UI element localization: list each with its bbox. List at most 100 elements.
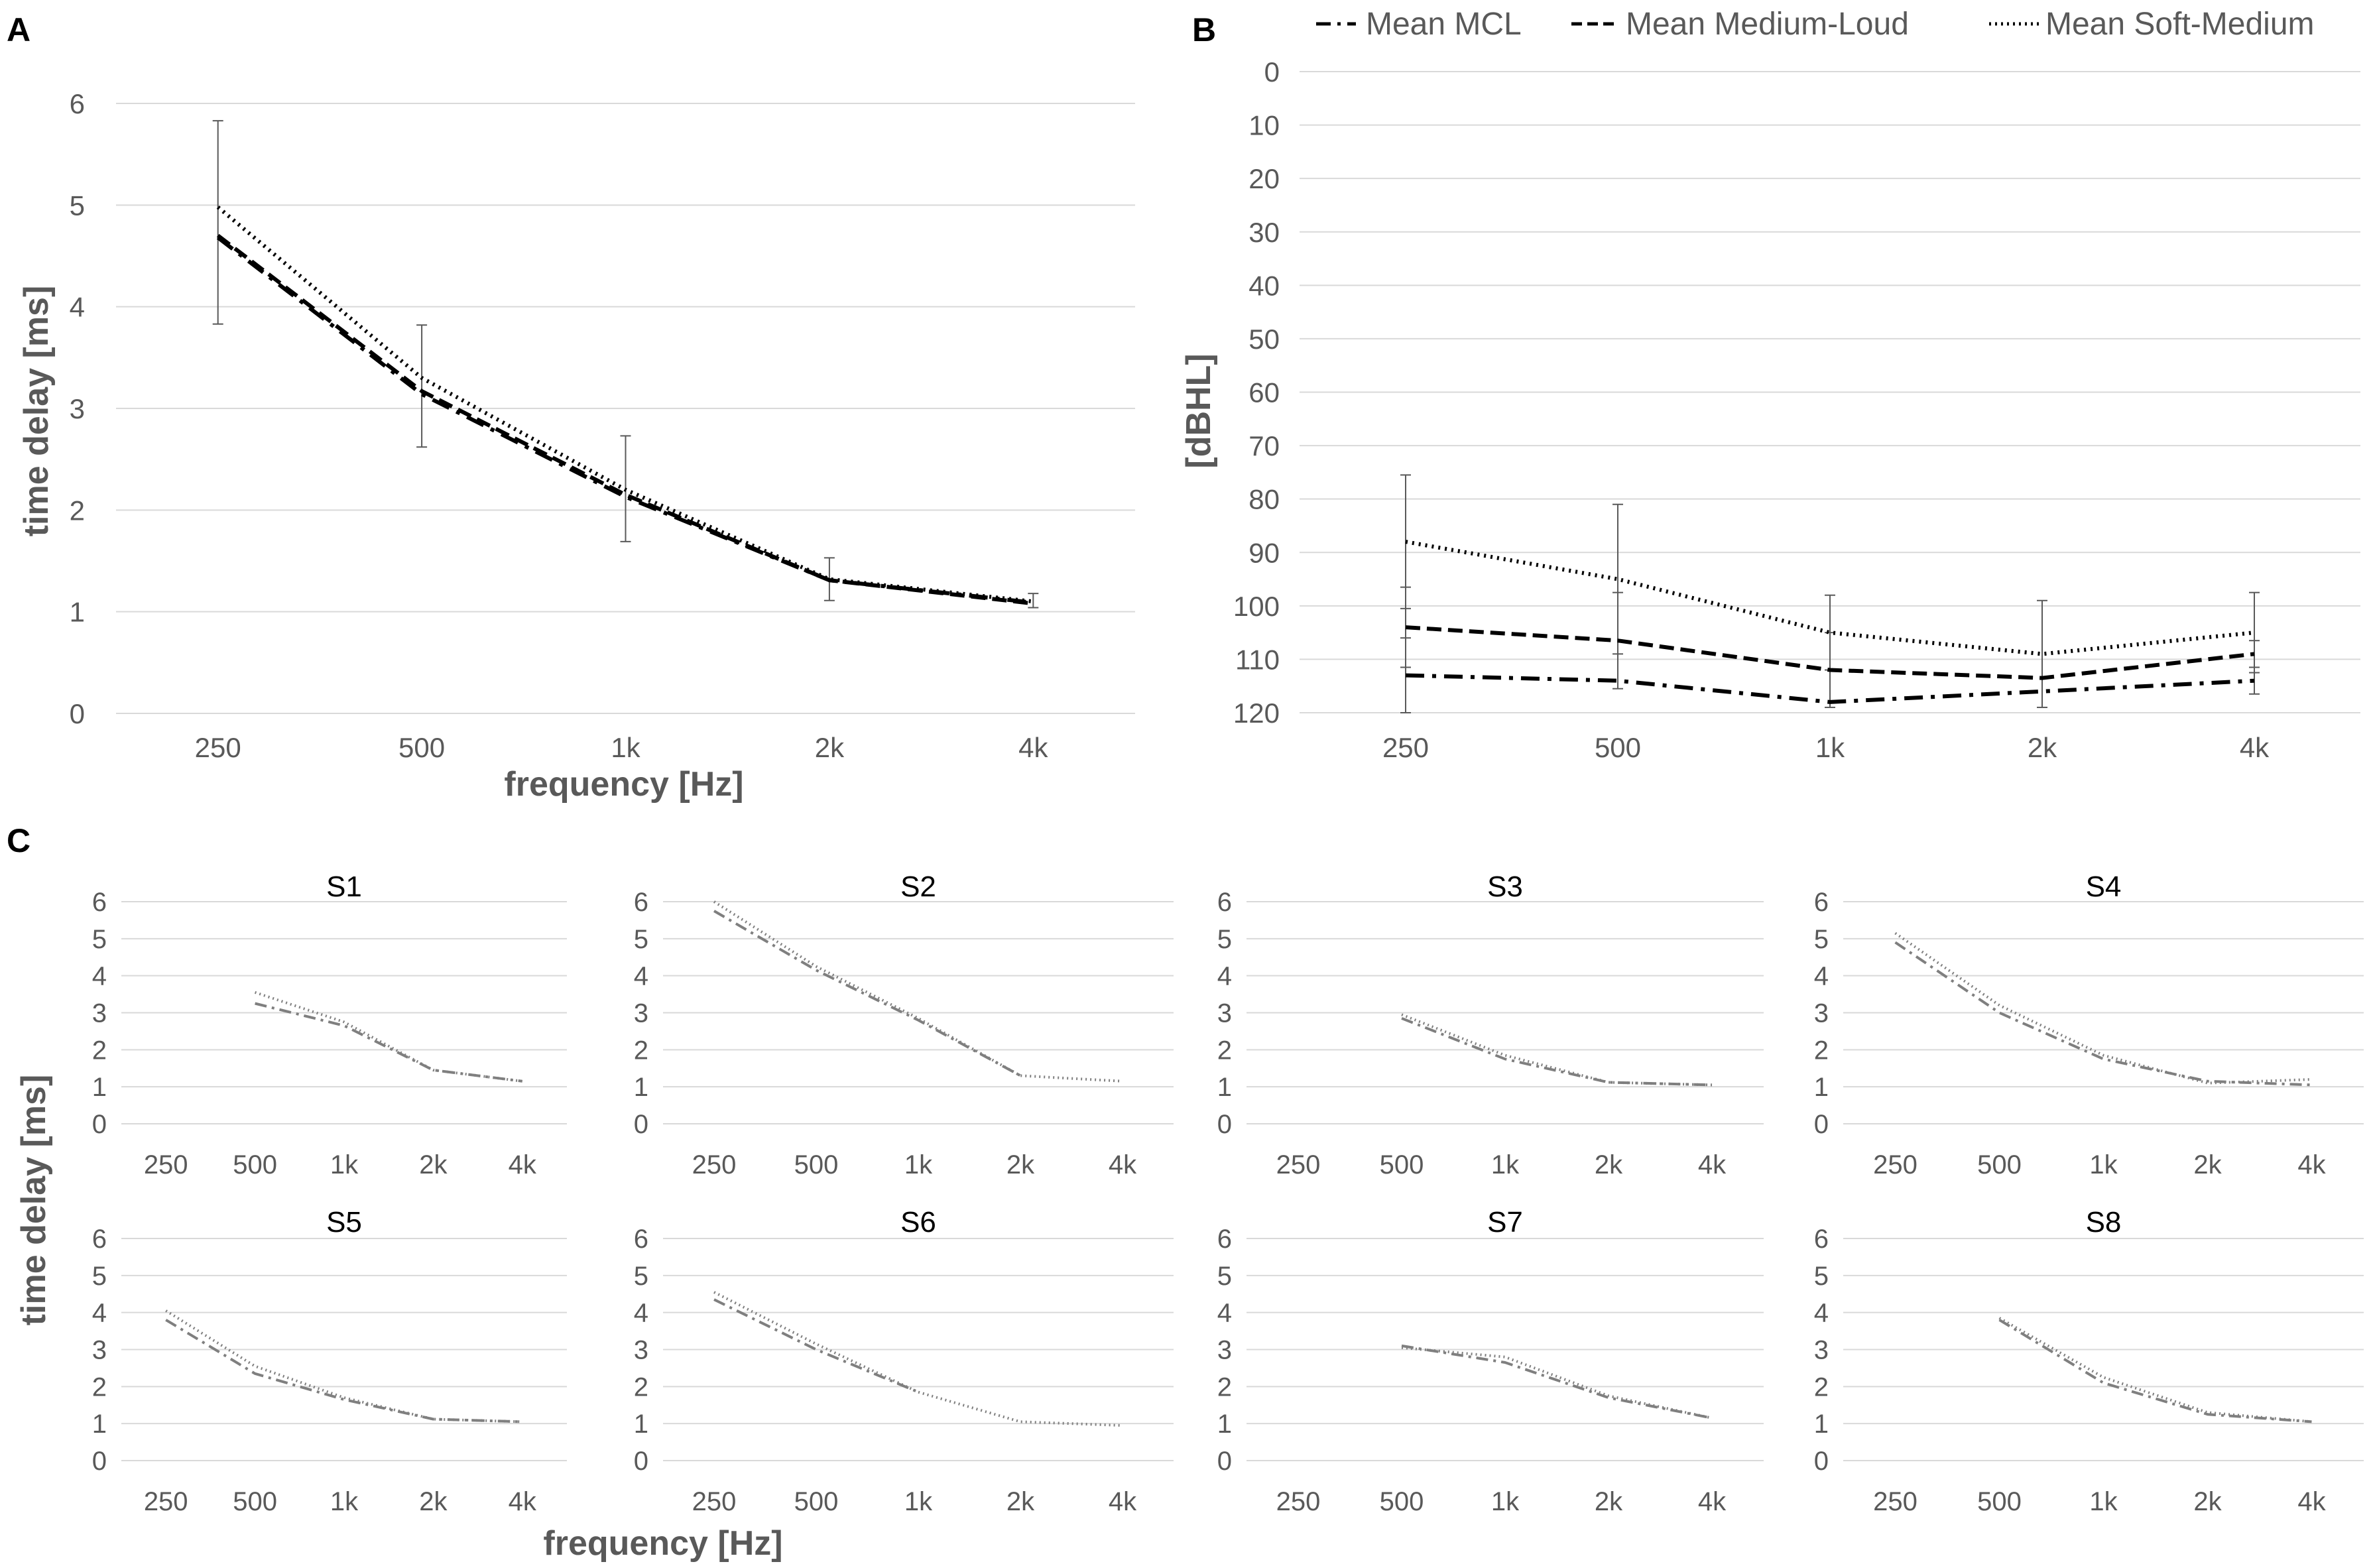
subplot-ytick-3: 3 xyxy=(634,1336,648,1365)
subplot-ytick-6: 6 xyxy=(1217,888,1232,917)
subplot-ytick-1: 1 xyxy=(92,1073,107,1102)
panel-c-xlabel: frequency [Hz] xyxy=(543,1524,782,1563)
panel-b-xtick-2k: 2k xyxy=(2028,732,2057,763)
subplot-xtick-500: 500 xyxy=(1977,1487,2022,1516)
subplot-s2: 0 1 2 3 4 5 6 250 500 1k 2k 4k S2 xyxy=(634,871,1174,1179)
subplot-xtick-2k: 2k xyxy=(1595,1487,1623,1516)
subplot-ytick-3: 3 xyxy=(92,1336,107,1365)
subplot-series-soft-medium xyxy=(1998,1317,2312,1423)
subplot-ytick-0: 0 xyxy=(92,1110,107,1139)
panel-b-legend: Mean MCL Mean Medium-Loud Mean Soft-Medi… xyxy=(1316,7,2315,42)
subplot-ytick-0: 0 xyxy=(1217,1447,1232,1476)
panel-b-ytick-30: 30 xyxy=(1248,217,1280,248)
subplot-xtick-500: 500 xyxy=(794,1150,839,1179)
legend-soft-medium-label: Mean Soft-Medium xyxy=(2045,7,2315,42)
subplot-ytick-5: 5 xyxy=(92,925,107,954)
subplot-xtick-1k: 1k xyxy=(1491,1150,1520,1179)
subplot-xtick-4k: 4k xyxy=(509,1487,537,1516)
subplot-s4: 0 1 2 3 4 5 6 250 500 1k 2k 4k S4 xyxy=(1814,871,2364,1179)
subplot-xtick-1k: 1k xyxy=(330,1487,359,1516)
panel-a-ytick-5: 5 xyxy=(70,190,85,221)
subplot-title: S1 xyxy=(326,871,362,903)
subplot-xtick-2k: 2k xyxy=(1006,1150,1035,1179)
subplot-ytick-2: 2 xyxy=(92,1372,107,1402)
panel-b-ytick-80: 80 xyxy=(1248,484,1280,515)
subplot-title: S4 xyxy=(2086,871,2122,903)
panel-a-xtick-250: 250 xyxy=(195,732,241,763)
subplot-s7: 0 1 2 3 4 5 6 250 500 1k 2k 4k S7 xyxy=(1217,1206,1764,1516)
subplot-xtick-4k: 4k xyxy=(2297,1150,2326,1179)
panel-b-xtick-4k: 4k xyxy=(2240,732,2270,763)
subplot-xtick-500: 500 xyxy=(1380,1150,1424,1179)
subplot-s6: 0 1 2 3 4 5 6 250 500 1k 2k 4k S6 xyxy=(634,1206,1174,1516)
subplot-ytick-3: 3 xyxy=(1217,999,1232,1028)
subplot-s5: 0 1 2 3 4 5 6 250 500 1k 2k 4k S5 xyxy=(92,1206,567,1516)
subplot-xtick-4k: 4k xyxy=(1698,1150,1727,1179)
subplot-xtick-250: 250 xyxy=(144,1487,188,1516)
subplot-series-soft-medium xyxy=(713,900,1123,1083)
subplot-xtick-250: 250 xyxy=(692,1487,737,1516)
subplot-ytick-3: 3 xyxy=(1217,1336,1232,1365)
subplot-title: S3 xyxy=(1487,871,1523,903)
subplot-series-mcl xyxy=(1401,1344,1713,1419)
subplot-ytick-2: 2 xyxy=(634,1372,648,1402)
subplot-series-mcl xyxy=(165,1319,522,1423)
subplot-series-soft-medium xyxy=(254,991,523,1083)
panel-b-ytick-110: 110 xyxy=(1235,644,1280,675)
subplot-ytick-0: 0 xyxy=(1217,1110,1232,1139)
panel-a-xtick-4k: 4k xyxy=(1018,732,1048,763)
subplot-title: S7 xyxy=(1487,1206,1523,1238)
subplot-ytick-1: 1 xyxy=(1814,1073,1829,1102)
panel-b-ylabel: [dBHL] xyxy=(1180,353,1218,468)
panel-b-xtick-500: 500 xyxy=(1595,732,1641,763)
legend-medium-loud-label: Mean Medium-Loud xyxy=(1626,7,1909,42)
subplot-title: S5 xyxy=(326,1206,362,1238)
panel-a-ytick-0: 0 xyxy=(70,698,85,729)
subplot-title: S8 xyxy=(2086,1206,2122,1238)
subplot-s8: 0 1 2 3 4 5 6 250 500 1k 2k 4k S8 xyxy=(1814,1206,2364,1516)
subplot-ytick-3: 3 xyxy=(1814,1336,1829,1365)
subplot-xtick-2k: 2k xyxy=(419,1487,448,1516)
subplot-xtick-2k: 2k xyxy=(2193,1150,2222,1179)
subplot-ytick-6: 6 xyxy=(1814,1225,1829,1254)
subplot-ytick-0: 0 xyxy=(1814,1447,1829,1476)
subplot-ytick-2: 2 xyxy=(634,1036,648,1065)
subplot-xtick-1k: 1k xyxy=(1491,1487,1520,1516)
subplot-xtick-500: 500 xyxy=(1380,1487,1424,1516)
panel-b-ytick-70: 70 xyxy=(1248,430,1280,461)
subplot-ytick-4: 4 xyxy=(1217,962,1232,991)
panel-b-ytick-10: 10 xyxy=(1248,110,1280,141)
subplot-ytick-4: 4 xyxy=(92,1299,107,1328)
subplot-xtick-1k: 1k xyxy=(330,1150,359,1179)
subplot-ytick-5: 5 xyxy=(634,1262,648,1291)
subplot-series-soft-medium xyxy=(1401,1346,1713,1419)
subplot-ytick-6: 6 xyxy=(92,888,107,917)
subplot-series-mcl xyxy=(713,1298,919,1394)
panel-a-series-dashdot xyxy=(216,236,1034,605)
subplot-series-soft-medium xyxy=(1894,932,2312,1085)
panel-a-xtick-1k: 1k xyxy=(611,732,640,763)
panel-c-letter: C xyxy=(7,822,30,859)
panel-a-xlabel: frequency [Hz] xyxy=(504,765,743,804)
subplot-ytick-4: 4 xyxy=(634,962,648,991)
subplot-xtick-4k: 4k xyxy=(1698,1487,1727,1516)
panel-a-ytick-1: 1 xyxy=(70,597,85,628)
subplot-xtick-4k: 4k xyxy=(509,1150,537,1179)
subplot-ytick-3: 3 xyxy=(92,999,107,1028)
panel-b-xtick-250: 250 xyxy=(1382,732,1429,763)
subplot-ytick-3: 3 xyxy=(1814,999,1829,1028)
panel-b-letter: B xyxy=(1192,11,1216,48)
subplot-xtick-1k: 1k xyxy=(2089,1150,2118,1179)
subplot-ytick-4: 4 xyxy=(1217,1299,1232,1328)
panel-b-ytick-100: 100 xyxy=(1233,591,1280,622)
subplot-ytick-1: 1 xyxy=(1814,1410,1829,1439)
subplot-ytick-2: 2 xyxy=(1217,1036,1232,1065)
subplot-ytick-6: 6 xyxy=(1814,888,1829,917)
panel-c-chart: 0 1 2 3 4 5 6 250 500 1k 2k 4k S1 0 1 2 3 4 5 6 250 500 1k 2k 4k… xyxy=(92,871,2364,1516)
subplot-series-soft-medium xyxy=(713,1291,1123,1427)
panel-a-series-dotted xyxy=(216,206,1034,604)
subplot-ytick-0: 0 xyxy=(634,1447,648,1476)
panel-b-ytick-20: 20 xyxy=(1248,163,1280,194)
panel-a-letter: A xyxy=(7,11,30,48)
